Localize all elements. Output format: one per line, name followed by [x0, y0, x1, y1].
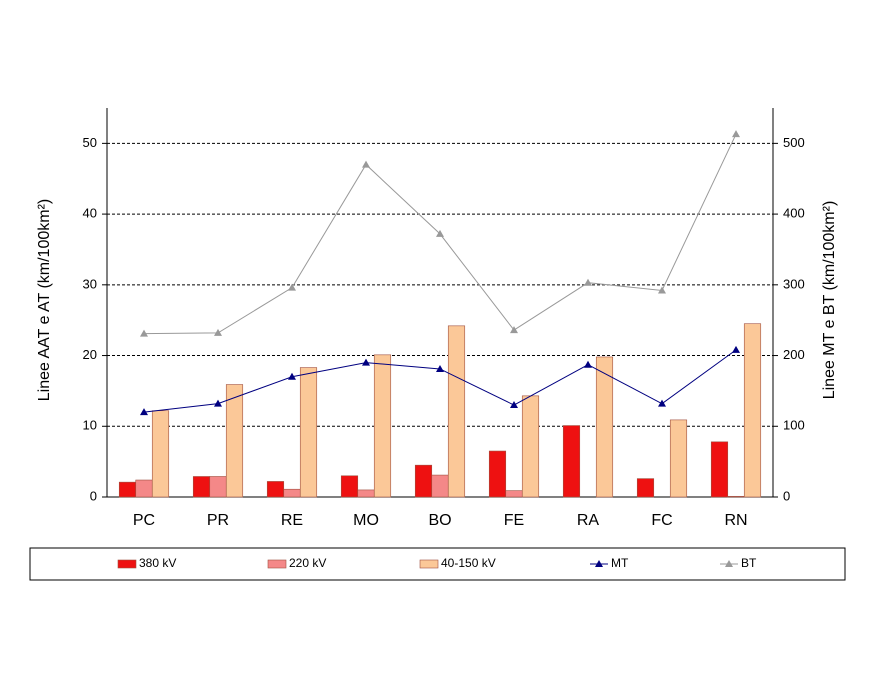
bar: [743, 323, 762, 498]
y-tick-label: 0: [90, 488, 97, 503]
y-axis-label: Linee AAT e AT (km/100km²): [36, 199, 53, 401]
marker: [140, 329, 148, 337]
y-tick-label: 20: [83, 347, 97, 362]
legend-label: MT: [611, 556, 629, 570]
legend-swatch: [419, 559, 439, 569]
x-tick-label: RA: [577, 512, 600, 529]
marker: [732, 345, 740, 353]
y-tick-label: 30: [83, 276, 97, 291]
y2-tick-label: 100: [783, 418, 805, 433]
bar: [118, 481, 137, 498]
y-tick-label: 10: [83, 418, 97, 433]
marker: [140, 408, 148, 416]
legend-marker: [595, 560, 603, 567]
bar: [266, 481, 285, 498]
bar: [669, 419, 688, 498]
marker: [436, 364, 444, 372]
x-tick-label: RN: [724, 512, 747, 529]
y-tick-label: 40: [83, 206, 97, 221]
legend-box: [29, 547, 846, 581]
bar: [521, 395, 540, 498]
bar: [562, 425, 581, 498]
legend-swatch: [117, 559, 137, 569]
y2-tick-label: 500: [783, 135, 805, 150]
bar: [505, 490, 523, 498]
bar: [357, 489, 375, 498]
y2-axis-label: Linee MT e BT (km/100km²): [821, 201, 838, 400]
bar: [192, 476, 211, 498]
x-tick-label: FE: [504, 512, 524, 529]
bar: [283, 488, 301, 498]
y2-tick-label: 400: [783, 206, 805, 221]
marker: [436, 229, 444, 237]
legend-marker: [725, 560, 733, 567]
legend-label: BT: [741, 556, 757, 570]
bar: [710, 441, 729, 498]
marker: [214, 328, 222, 336]
legend-label: 220 kV: [289, 556, 326, 570]
x-tick-label: FC: [651, 512, 672, 529]
bar: [135, 479, 153, 498]
marker: [214, 399, 222, 407]
bar: [447, 325, 466, 498]
bar: [636, 478, 655, 498]
y2-tick-label: 300: [783, 276, 805, 291]
x-tick-label: BO: [428, 512, 451, 529]
marker: [584, 278, 592, 286]
bar: [727, 495, 745, 498]
marker: [658, 399, 666, 407]
bar: [373, 354, 392, 498]
bar: [209, 476, 227, 498]
bar: [340, 475, 359, 498]
bar: [151, 410, 170, 498]
x-tick-label: PR: [207, 512, 229, 529]
legend-label: 380 kV: [139, 556, 176, 570]
x-tick-label: MO: [353, 512, 379, 529]
legend-label: 40-150 kV: [441, 556, 496, 570]
marker: [658, 286, 666, 294]
x-tick-label: PC: [133, 512, 155, 529]
marker: [362, 160, 370, 168]
y-tick-label: 50: [83, 135, 97, 150]
bar: [595, 356, 614, 498]
marker: [584, 360, 592, 368]
marker: [732, 130, 740, 138]
marker: [288, 372, 296, 380]
marker: [510, 326, 518, 334]
bar: [299, 367, 318, 498]
x-tick-label: RE: [281, 512, 303, 529]
bar: [431, 474, 449, 498]
marker: [288, 283, 296, 291]
y2-tick-label: 200: [783, 347, 805, 362]
marker: [362, 358, 370, 366]
y2-tick-label: 0: [783, 488, 790, 503]
bar: [488, 450, 507, 498]
bar: [225, 384, 244, 498]
marker: [510, 401, 518, 409]
bar: [414, 464, 433, 498]
legend-swatch: [267, 559, 287, 569]
